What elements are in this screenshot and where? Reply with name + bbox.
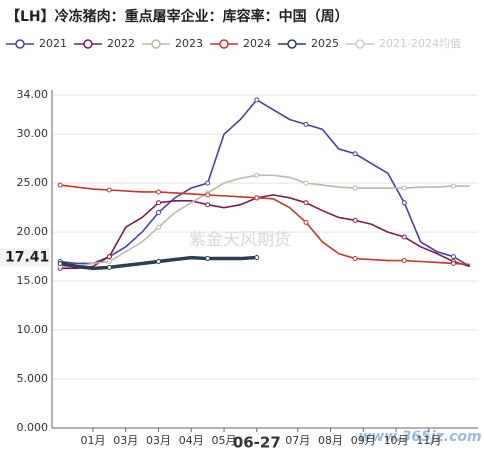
point	[205, 180, 211, 186]
point	[205, 192, 211, 198]
x-tick-label: 11月	[416, 434, 441, 447]
point	[352, 256, 358, 262]
y-tick-label: 20.00	[17, 225, 49, 238]
point	[303, 121, 309, 127]
legend-item[interactable]: 2024	[210, 37, 271, 50]
legend-label: 2024	[243, 37, 271, 50]
point	[156, 189, 161, 195]
point	[205, 202, 211, 208]
point	[106, 254, 112, 260]
legend-label: 2025	[311, 37, 339, 50]
legend-marker	[151, 39, 161, 49]
value-tag-bg	[0, 248, 50, 267]
series-line	[60, 194, 471, 270]
point	[450, 183, 456, 189]
point	[303, 200, 309, 206]
point	[205, 256, 211, 262]
x-tick-label: 07月	[285, 434, 310, 447]
point	[254, 195, 260, 201]
legend-marker	[219, 39, 229, 49]
legend-item[interactable]: 2021	[6, 37, 67, 50]
point	[254, 254, 260, 260]
point	[401, 185, 407, 191]
point	[57, 260, 63, 266]
legend-label: 2021-2024均值	[379, 37, 461, 50]
point	[156, 259, 161, 264]
y-tick-label: 25.00	[17, 176, 49, 189]
point	[450, 254, 456, 260]
point	[57, 182, 63, 188]
y-tick-label: 15.00	[17, 274, 49, 287]
legend-marker	[15, 39, 25, 49]
watermark: www.365jz.com	[358, 429, 481, 445]
legend-item[interactable]: 2023	[142, 37, 203, 50]
point	[352, 217, 358, 223]
legend-marker	[287, 39, 297, 49]
value-tag: 17.41	[5, 249, 49, 265]
point	[156, 224, 161, 230]
x-tick-label: 05月	[212, 434, 237, 447]
series-line	[60, 184, 470, 266]
point	[303, 219, 309, 225]
point	[352, 185, 358, 191]
point	[401, 234, 407, 240]
legend-item[interactable]: 2022	[74, 37, 135, 50]
series-line	[60, 98, 471, 268]
point	[106, 264, 112, 270]
y-tick-label: 0.000	[17, 421, 49, 434]
point	[401, 258, 407, 264]
point	[156, 200, 161, 206]
x-tick-label: 01月	[80, 434, 105, 447]
x-tick-label: 03月	[113, 434, 138, 447]
x-tick-label: 10月	[384, 434, 409, 447]
legend-marker	[355, 39, 365, 49]
point	[352, 151, 358, 157]
series-line	[60, 174, 470, 268]
y-tick-label: 34.00	[17, 88, 49, 101]
point	[254, 172, 260, 178]
legend-label: 2023	[175, 37, 203, 50]
point	[106, 259, 112, 264]
legend-label: 2021	[39, 37, 67, 50]
point	[254, 97, 260, 103]
point	[401, 200, 407, 206]
legend-item[interactable]: 2025	[278, 37, 339, 50]
legend-marker	[83, 39, 93, 49]
legend-label: 2022	[107, 37, 135, 50]
x-tick-label: 09月	[351, 434, 376, 447]
x-tick-label: 06-27	[233, 434, 281, 452]
point	[450, 260, 456, 266]
legend-item[interactable]: 2021-2024均值	[346, 37, 461, 50]
point	[156, 210, 161, 216]
point	[303, 180, 309, 186]
x-tick-label: 03月	[146, 434, 171, 447]
x-tick-label: 08月	[318, 434, 343, 447]
y-tick-label: 30.00	[17, 127, 49, 140]
y-tick-label: 5.000	[17, 372, 49, 385]
chart-title: 【LH】冷冻猪肉：重点屠宰企业：库容率：中国（周）	[6, 8, 349, 25]
point	[106, 187, 112, 193]
y-tick-label: 10.00	[17, 323, 49, 336]
watermark: 紫金天风期货	[189, 230, 291, 250]
x-tick-label: 04月	[179, 434, 204, 447]
